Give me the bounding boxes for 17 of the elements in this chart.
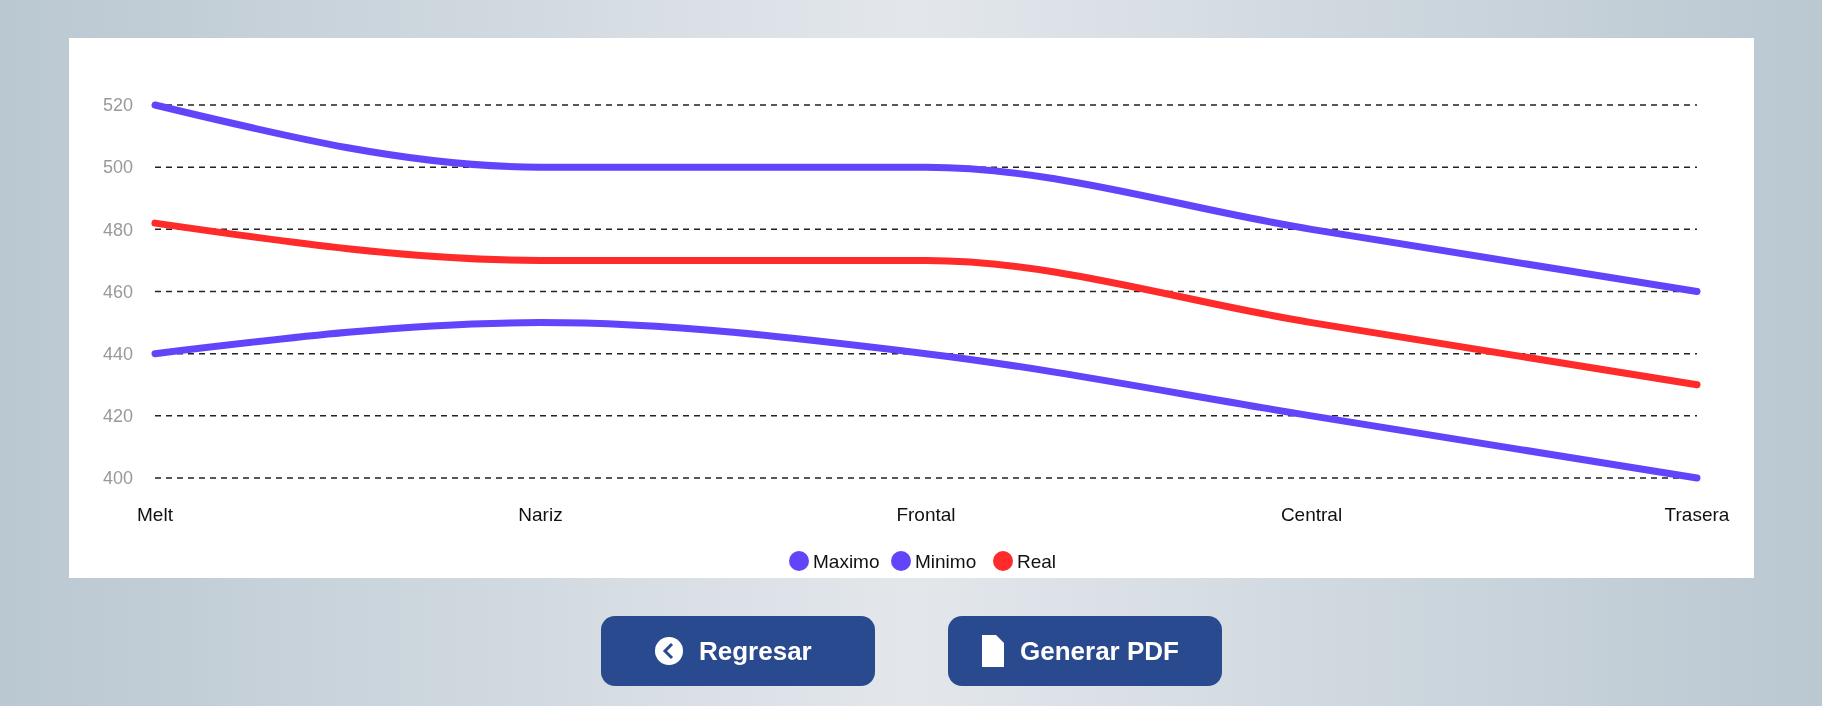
y-tick-label: 500 (102, 157, 134, 178)
y-tick-label: 480 (102, 219, 134, 240)
x-tick-label: Central (1280, 504, 1343, 525)
y-tick-label: 440 (102, 343, 134, 364)
x-tick-label: Frontal (896, 504, 956, 525)
text: Generar PDF (1020, 636, 1179, 667)
legend-label: Minimo (915, 550, 977, 572)
x-tick-label: Nariz (518, 504, 563, 525)
y-tick-label: 400 (102, 468, 134, 489)
y-tick-label: 420 (102, 406, 134, 427)
y-tick-label: 460 (102, 281, 134, 302)
x-tick-label: Trasera (1664, 504, 1730, 525)
legend-label: Maximo (813, 550, 880, 572)
x-tick-label: Melt (137, 504, 174, 525)
legend-label: Real (1017, 550, 1057, 572)
y-tick-label: 520 (102, 95, 134, 116)
text: Regresar (699, 636, 812, 667)
